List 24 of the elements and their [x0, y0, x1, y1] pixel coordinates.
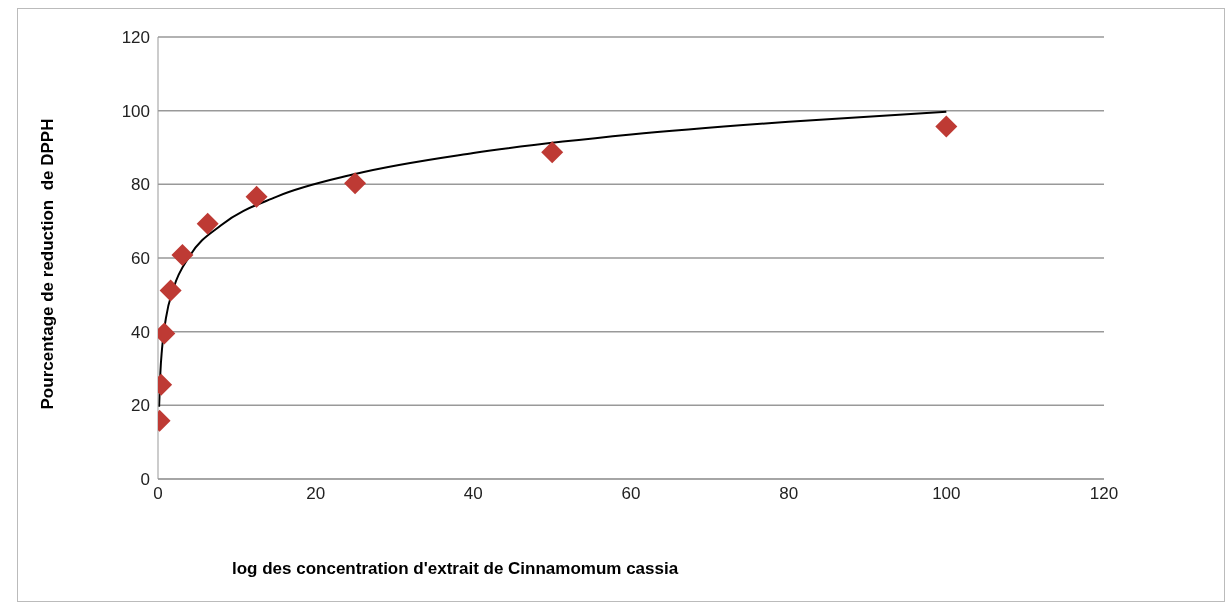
- x-tick-label: 80: [779, 484, 799, 504]
- point: [541, 141, 564, 164]
- line-series: [158, 110, 948, 408]
- y-tick-label: 20: [131, 396, 150, 416]
- y-tick-label: 120: [121, 28, 150, 48]
- x-tick-label: 120: [1089, 484, 1119, 504]
- y-tick-label: 100: [121, 101, 150, 121]
- x-tick-label: 0: [153, 484, 163, 504]
- x-tick-label: 40: [463, 484, 483, 504]
- y-tick-label: 60: [131, 249, 150, 269]
- y-tick-label: 80: [131, 175, 150, 195]
- point: [935, 115, 958, 138]
- y-tick-label: 0: [140, 470, 150, 490]
- x-tick-label: 20: [306, 484, 326, 504]
- point: [196, 212, 219, 235]
- point: [344, 172, 367, 195]
- y-axis-title: Pourcentage de reduction de DPPH: [38, 118, 58, 410]
- x-tick-label: 100: [932, 484, 961, 504]
- point: [245, 185, 268, 208]
- point: [159, 279, 182, 302]
- x-tick-label: 60: [621, 484, 641, 504]
- point: [171, 244, 194, 267]
- y-tick-label: 40: [131, 322, 150, 342]
- x-axis-title: log des concentration d'extrait de Cinnamomum cassia: [232, 559, 679, 579]
